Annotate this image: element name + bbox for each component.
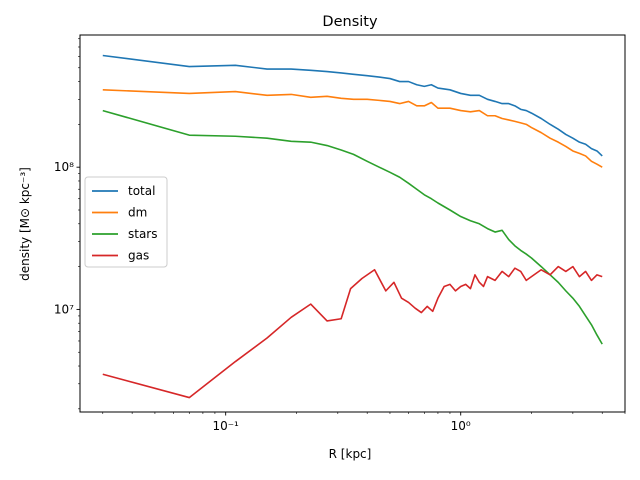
x-axis-label: R [kpc] xyxy=(329,447,372,461)
chart-title: Density xyxy=(322,14,378,30)
series-line-total xyxy=(102,54,603,157)
series-line-stars xyxy=(102,109,603,345)
x-axis: 10⁻¹ 10⁰ xyxy=(102,412,626,433)
legend-label-stars: stars xyxy=(128,227,158,241)
y-axis: 10⁷ 10⁸ xyxy=(54,38,80,410)
series-line-dm xyxy=(102,89,603,168)
x-tick-label: 10⁰ xyxy=(451,419,471,433)
series-layer xyxy=(102,54,603,399)
series-line-gas xyxy=(102,265,603,399)
legend: total dm stars gas xyxy=(84,176,168,268)
legend-label-dm: dm xyxy=(128,206,147,220)
y-axis-label: density [M⊙ kpc⁻³] xyxy=(18,167,32,281)
x-tick-label: 10⁻¹ xyxy=(212,419,239,433)
legend-label-gas: gas xyxy=(128,249,149,263)
legend-label-total: total xyxy=(128,184,155,198)
y-tick-label: 10⁸ xyxy=(54,160,74,174)
legend-box xyxy=(84,176,168,268)
y-tick-label: 10⁷ xyxy=(54,302,74,316)
